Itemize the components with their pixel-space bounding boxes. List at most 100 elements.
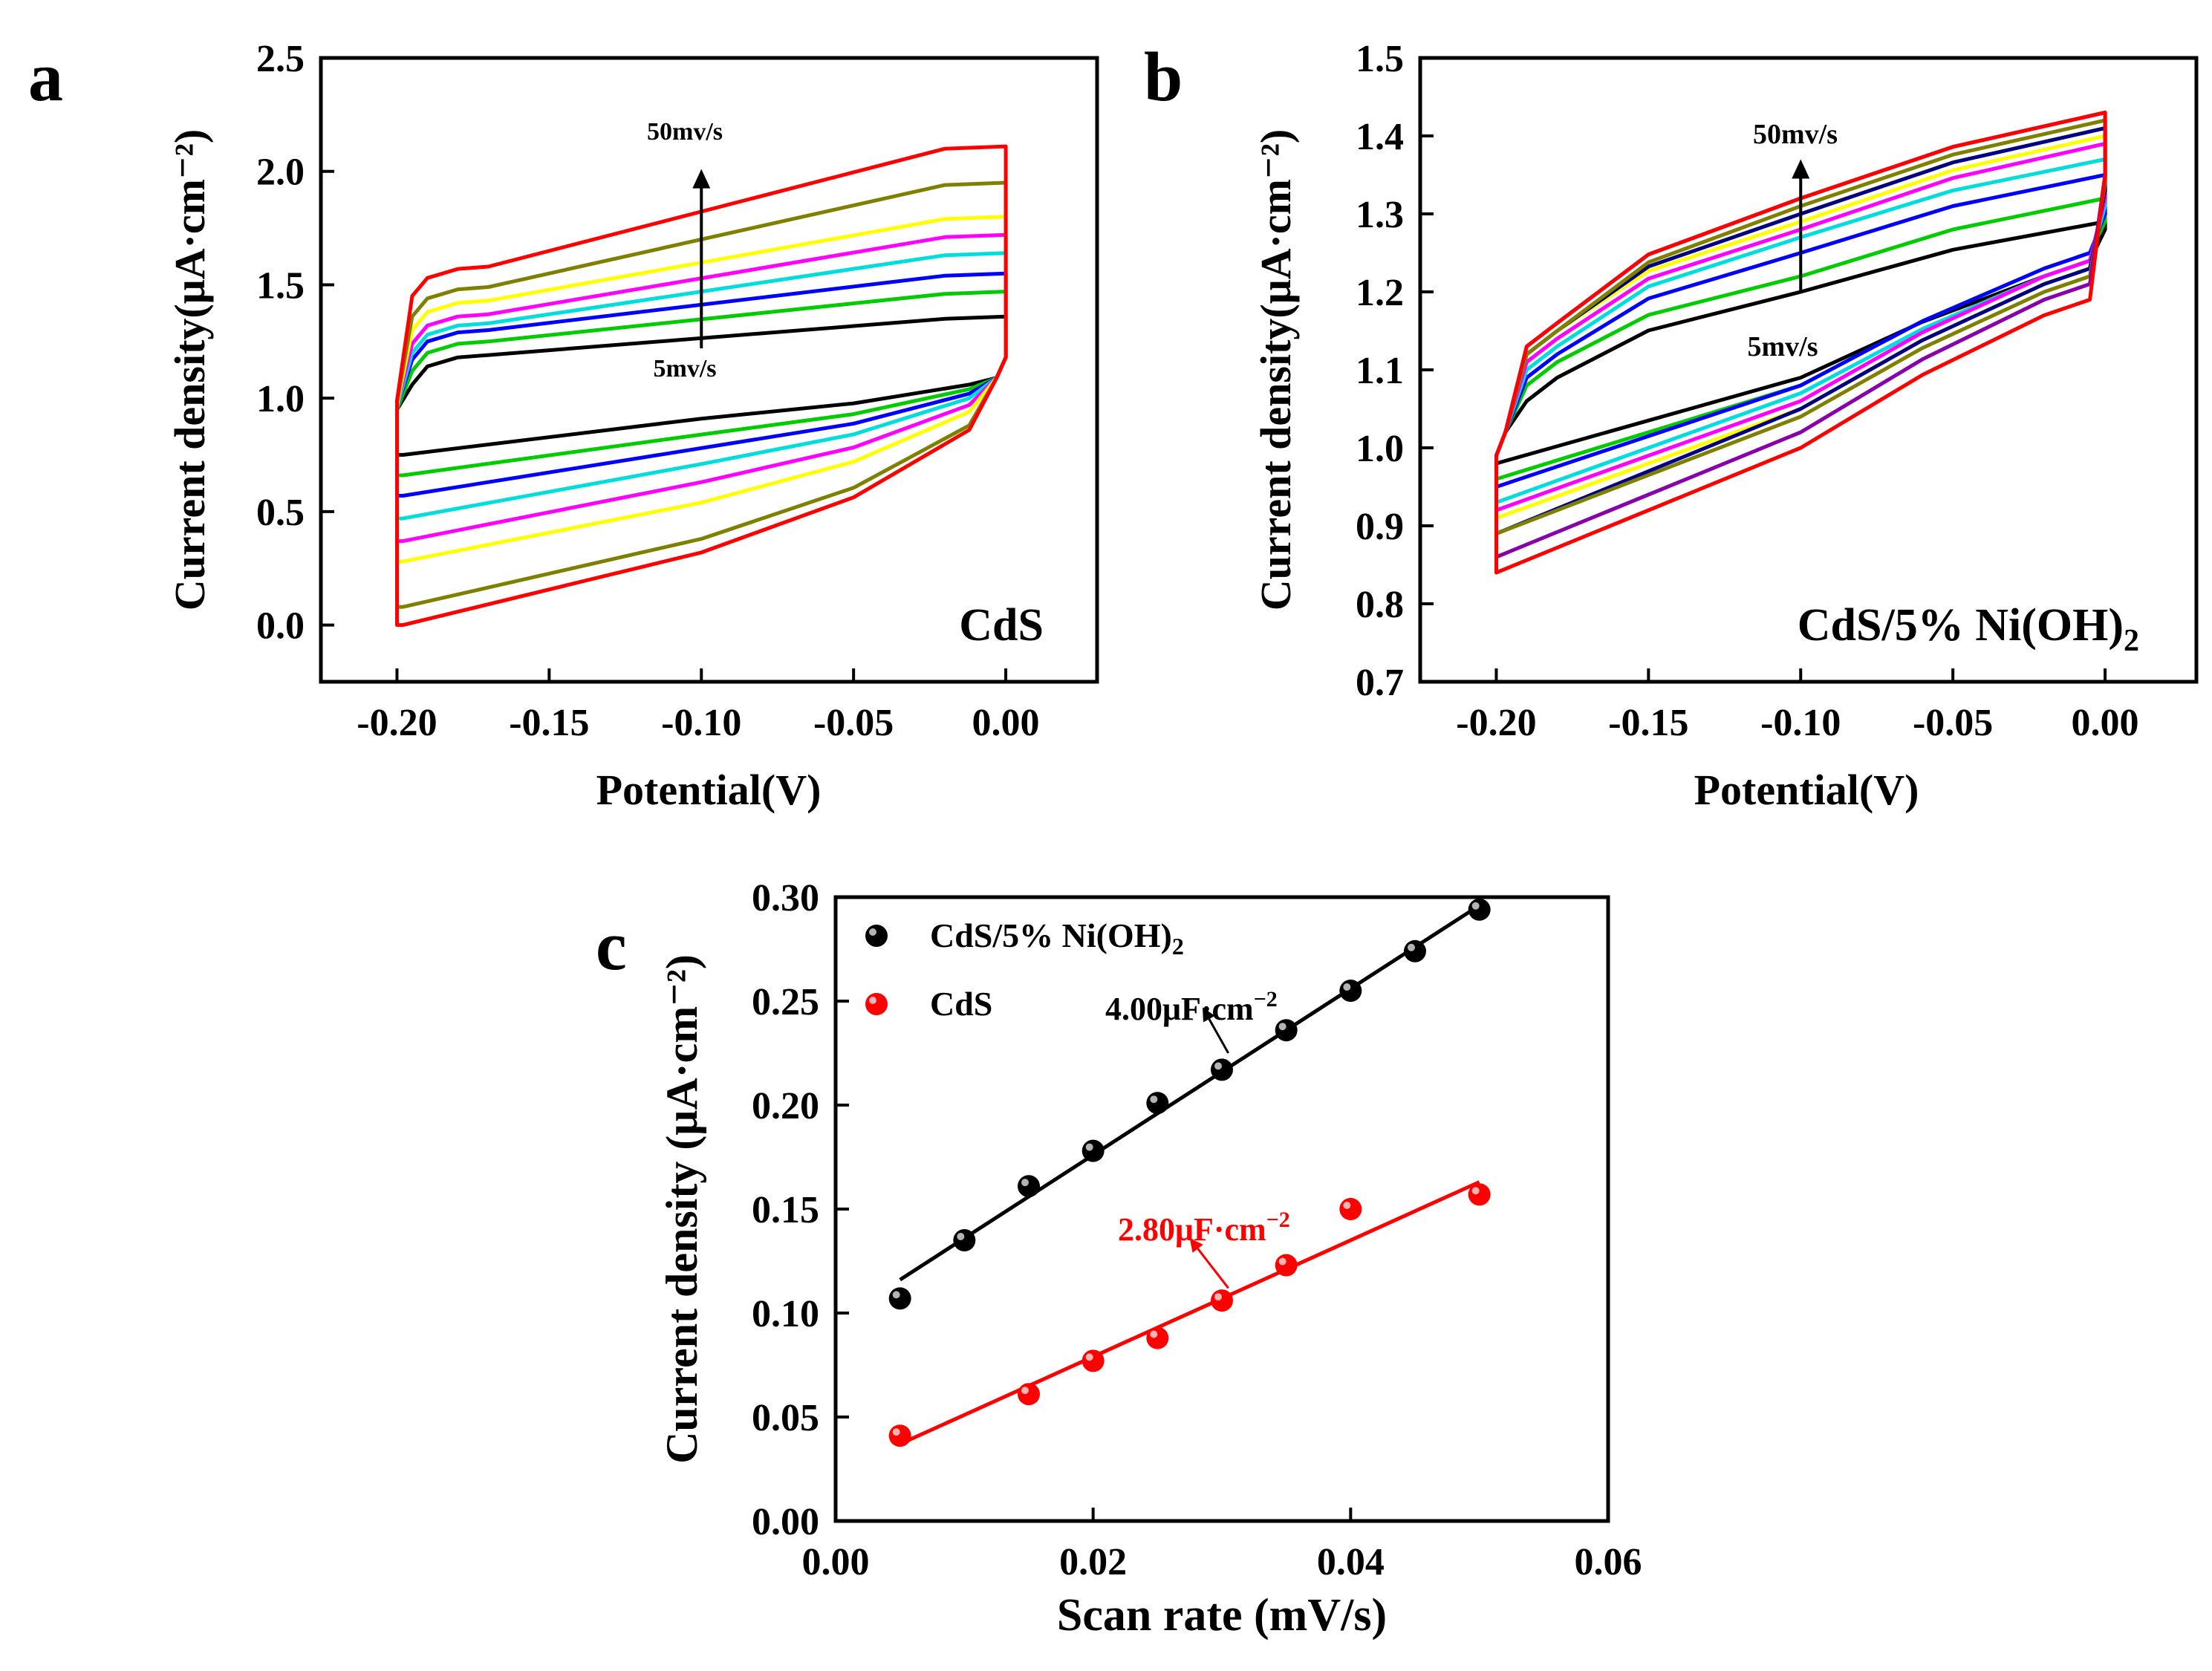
axis-a-xtick-label: 0.00 xyxy=(972,702,1040,744)
slope-label-cds-sup: −2 xyxy=(1266,1208,1290,1232)
axis-a-ytick-label: 0.0 xyxy=(256,605,305,648)
legend-marker-highlight xyxy=(869,928,876,936)
slope-label-cds: 2.80μF·cm−2 xyxy=(1118,1208,1290,1248)
scan-rate-label-top-b: 50mv/s xyxy=(1753,119,1838,150)
slope-arrow-head-cds-ni-oh2 xyxy=(1203,1007,1215,1023)
x-axis-label-b: Potential(V) xyxy=(1694,766,1919,814)
data-point-cds xyxy=(1468,1183,1491,1206)
axis-c-xtick-label: 0.04 xyxy=(1317,1541,1385,1583)
data-point-highlight xyxy=(1085,1143,1093,1151)
data-point-cds-ni-oh2 xyxy=(888,1287,911,1310)
axis-c-ytick-label: 0.00 xyxy=(752,1501,819,1543)
slope-annotations xyxy=(1189,1007,1229,1289)
axis-b-xtick-label: 0.00 xyxy=(2072,702,2139,744)
data-point-cds xyxy=(1339,1198,1362,1220)
sample-label-a: CdS xyxy=(959,600,1044,651)
cv-curves-cds-ni-oh2 xyxy=(1494,111,2107,575)
axis-b-xtick-label: -0.15 xyxy=(1608,702,1688,744)
data-point-cds-ni-oh2 xyxy=(1018,1175,1040,1198)
data-point-cds-ni-oh2 xyxy=(953,1229,976,1251)
panel-label-a: a xyxy=(28,39,63,116)
axis-c-xtick-label: 0.00 xyxy=(802,1541,870,1583)
data-point-highlight xyxy=(1085,1353,1093,1361)
legend-marker-cds xyxy=(865,993,888,1015)
axis-b-xtick-label: -0.20 xyxy=(1456,702,1536,744)
y-axis-label-b: Current density(μA·cm⁻²) xyxy=(1252,129,1300,610)
panel-a: a -0.20 -0.15 -0.10 -0.05 0.00 0.0 0.5 1.0 1.5 2.… xyxy=(28,38,1099,814)
scan-rate-arrow-b xyxy=(1792,159,1810,292)
x-axis-label-a: Potential(V) xyxy=(596,766,822,814)
scan-rate-label-top-a: 50mv/s xyxy=(647,118,723,146)
cv-curves-cds xyxy=(395,144,1008,628)
panel-c: c 0.00 0.02 0.04 0.06 0.00 0.05 0.10 0.15 0.20 0.… xyxy=(596,877,1642,1641)
axis-a-ytick-label: 1.5 xyxy=(256,264,305,307)
data-point-highlight xyxy=(1214,1293,1222,1301)
data-point-highlight xyxy=(1343,1202,1351,1209)
slope-label-cds-ni-oh2: 4.00μF·cm−2 xyxy=(1105,987,1278,1027)
fit-line-cds xyxy=(899,1180,1480,1446)
axis-a-xtick-label: -0.10 xyxy=(661,702,741,744)
data-point-highlight xyxy=(1343,983,1351,991)
legend-marker-highlight xyxy=(869,997,876,1004)
data-point-cds-ni-oh2 xyxy=(1211,1058,1233,1081)
legend-label-cds-ni-oh2-main: CdS/5% Ni(OH) xyxy=(930,916,1172,954)
data-point-cds xyxy=(1275,1254,1298,1277)
scan-rate-arrow-a xyxy=(692,169,711,348)
data-point-highlight xyxy=(892,1428,900,1436)
arrow-b-head xyxy=(1792,159,1810,179)
axis-a-ytick-label: 0.5 xyxy=(256,492,305,534)
axis-a-xtick-label: -0.15 xyxy=(509,702,589,744)
axis-a-ytick-label: 2.5 xyxy=(256,38,305,80)
axis-c-xtick-label: 0.02 xyxy=(1059,1541,1127,1583)
slope-label-cds-ni-oh2-sup: −2 xyxy=(1254,987,1278,1012)
data-point-cds-ni-oh2 xyxy=(1468,898,1491,921)
data-point-cds-ni-oh2 xyxy=(1146,1092,1169,1115)
data-point-highlight xyxy=(1214,1062,1222,1070)
data-point-cds xyxy=(1018,1383,1040,1406)
axis-a-xtick-label: -0.20 xyxy=(357,702,437,744)
slope-arrow-cds-ni-oh2 xyxy=(1208,1018,1229,1054)
slope-arrow-head-cds xyxy=(1189,1238,1203,1253)
data-point-cds xyxy=(1211,1289,1233,1312)
sample-label-b-main: CdS/5% Ni(OH) xyxy=(1798,600,2124,651)
axis-b-ytick-label: 1.2 xyxy=(1356,272,1404,314)
data-point-highlight xyxy=(1150,1095,1158,1104)
scan-rate-label-bottom-a: 5mv/s xyxy=(654,355,717,382)
axis-b-ytick-label: 1.3 xyxy=(1356,194,1404,236)
data-point-cds xyxy=(1081,1349,1105,1372)
sample-label-b-sub: 2 xyxy=(2124,624,2139,658)
legend-label-cds: CdS xyxy=(930,985,992,1023)
y-axis-label-a: Current density(μA·cm⁻²) xyxy=(166,129,214,610)
cv-curve-b-50mv-s xyxy=(1494,111,2107,575)
data-point-cds xyxy=(1146,1326,1169,1349)
axis-a-ytick-label: 1.0 xyxy=(256,378,305,420)
data-point-highlight xyxy=(1471,1187,1480,1195)
axis-b-ytick-label: 1.4 xyxy=(1356,116,1404,158)
data-point-highlight xyxy=(1150,1330,1158,1338)
data-point-highlight xyxy=(1471,902,1480,910)
axis-c-ytick-label: 0.10 xyxy=(752,1293,819,1335)
fit-lines xyxy=(899,904,1481,1446)
panel-b: b -0.20 -0.15 -0.10 -0.05 0.00 0.7 0.8 0.9 1.0 1.… xyxy=(1144,38,2199,814)
scan-rate-label-bottom-b: 5mv/s xyxy=(1748,331,1818,362)
data-point-cds-ni-oh2 xyxy=(1081,1139,1105,1162)
sample-label-b: CdS/5% Ni(OH)2 xyxy=(1798,600,2139,658)
plot-frame-a xyxy=(319,56,1099,684)
panel-label-c: c xyxy=(596,908,627,985)
data-point-highlight xyxy=(1021,1179,1029,1187)
data-point-highlight xyxy=(892,1291,900,1299)
axis-b-xtick-label: -0.10 xyxy=(1760,702,1841,744)
arrow-a-head xyxy=(692,169,711,189)
axis-c-ytick-label: 0.15 xyxy=(752,1189,819,1231)
axis-c-ytick-label: 0.20 xyxy=(752,1085,819,1127)
axis-c-ytick-label: 0.25 xyxy=(752,981,819,1023)
axis-ticks-b: -0.20 -0.15 -0.10 -0.05 0.00 0.7 0.8 0.9 1.0 1.1 1… xyxy=(1356,38,2139,744)
data-point-highlight xyxy=(1021,1387,1029,1395)
axis-c-ytick-label: 0.05 xyxy=(752,1397,819,1439)
axis-c-xtick-label: 0.06 xyxy=(1575,1541,1642,1583)
panel-label-b: b xyxy=(1144,39,1183,116)
cv-curve-a-50mv-s xyxy=(395,144,1008,628)
legend-label-cds-ni-oh2-sub: 2 xyxy=(1172,933,1184,960)
slope-label-cds-main: 2.80μF·cm xyxy=(1118,1211,1266,1248)
